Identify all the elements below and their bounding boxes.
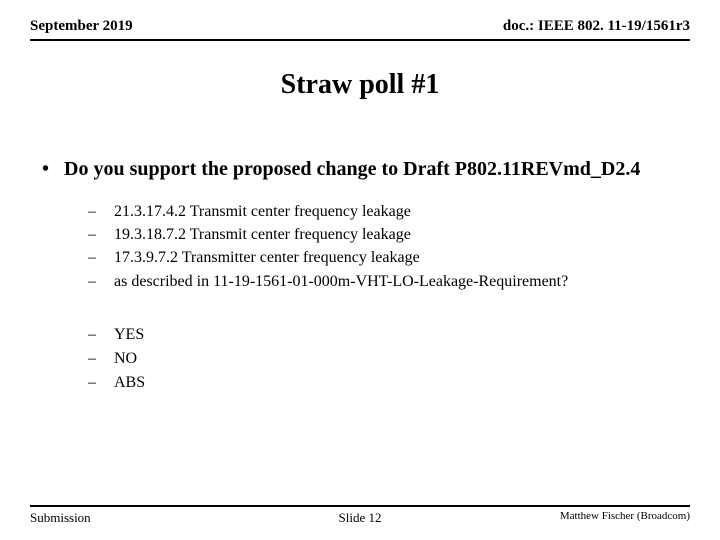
- dash-icon: –: [88, 347, 114, 371]
- header-divider: [30, 39, 690, 41]
- header-doc-ref: doc.: IEEE 802. 11-19/1561r3: [503, 18, 690, 35]
- dash-icon: –: [88, 246, 114, 269]
- dash-icon: –: [88, 200, 114, 223]
- sub-list: – 21.3.17.4.2 Transmit center frequency …: [88, 200, 680, 293]
- sub-item-text: as described in 11-19-1561-01-000m-VHT-L…: [114, 270, 568, 293]
- list-item: – 17.3.9.7.2 Transmitter center frequenc…: [88, 246, 680, 269]
- list-item: – 19.3.18.7.2 Transmit center frequency …: [88, 223, 680, 246]
- answer-text: NO: [114, 347, 137, 371]
- dash-icon: –: [88, 223, 114, 246]
- footer-center: Slide 12: [0, 510, 720, 526]
- sub-item-text: 21.3.17.4.2 Transmit center frequency le…: [114, 200, 411, 223]
- footer: Submission Slide 12 Matthew Fischer (Bro…: [0, 505, 720, 526]
- sub-item-text: 17.3.9.7.2 Transmitter center frequency …: [114, 246, 420, 269]
- answer-list: – YES – NO – ABS: [88, 323, 680, 395]
- list-item: – YES: [88, 323, 680, 347]
- list-item: – as described in 11-19-1561-01-000m-VHT…: [88, 270, 680, 293]
- main-bullet-text: Do you support the proposed change to Dr…: [64, 156, 640, 182]
- list-item: – NO: [88, 347, 680, 371]
- footer-divider: [30, 505, 690, 507]
- dash-icon: –: [88, 371, 114, 395]
- header-date: September 2019: [30, 18, 133, 35]
- answer-text: ABS: [114, 371, 145, 395]
- list-item: – 21.3.17.4.2 Transmit center frequency …: [88, 200, 680, 223]
- sub-item-text: 19.3.18.7.2 Transmit center frequency le…: [114, 223, 411, 246]
- dash-icon: –: [88, 323, 114, 347]
- list-item: – ABS: [88, 371, 680, 395]
- header: September 2019 doc.: IEEE 802. 11-19/156…: [0, 0, 720, 39]
- bullet-dot-icon: •: [40, 156, 64, 182]
- content-area: • Do you support the proposed change to …: [0, 156, 720, 395]
- answer-text: YES: [114, 323, 144, 347]
- page-title: Straw poll #1: [0, 69, 720, 101]
- dash-icon: –: [88, 270, 114, 293]
- main-bullet: • Do you support the proposed change to …: [40, 156, 680, 182]
